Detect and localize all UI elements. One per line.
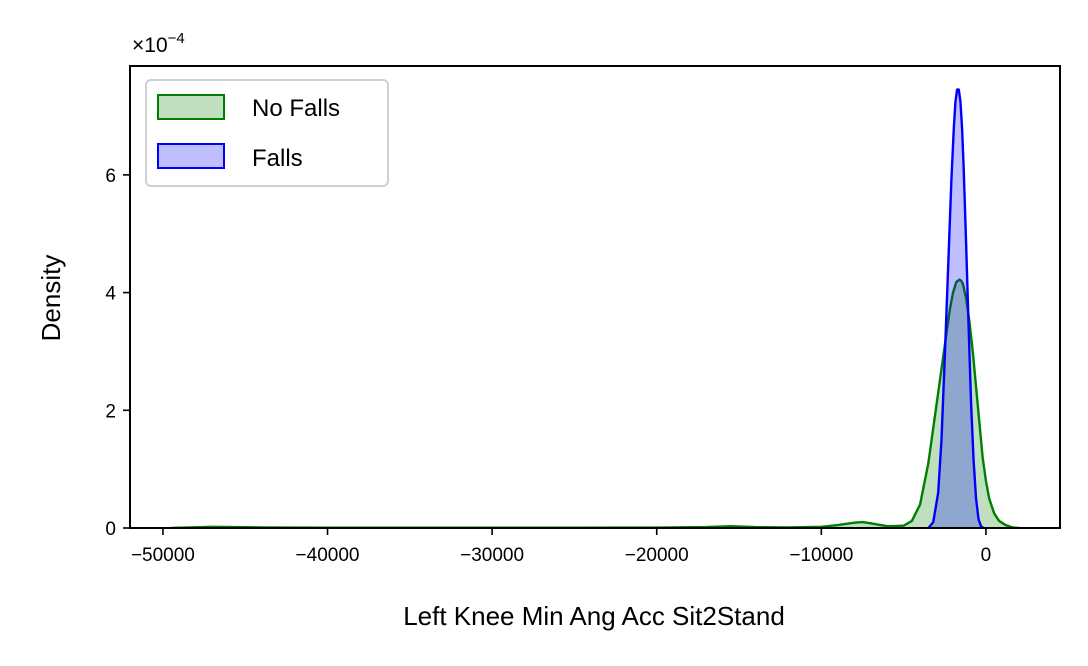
y-axis-multiplier: ×10−4 [132,30,185,57]
plot-frame [129,65,1061,529]
legend-label-falls: Falls [252,145,303,172]
x-tick-label: −40000 [296,545,360,566]
x-tick-label: −30000 [460,545,524,566]
x-tick-label: 0 [981,545,992,566]
y-axis-multiplier-exponent: −4 [168,30,185,47]
x-tick-label: −10000 [789,545,853,566]
x-tick-label: −20000 [625,545,689,566]
y-tick-label: 4 [105,284,116,305]
legend: No Falls Falls [145,79,389,187]
x-axis-label: Left Knee Min Ang Acc Sit2Stand [403,601,785,631]
series-area-1 [928,89,984,528]
x-tick-label: −50000 [131,545,195,566]
y-tick-label: 0 [105,519,116,540]
legend-swatch-falls [157,143,225,169]
legend-label-no-falls: No Falls [252,95,340,122]
x-axis: −50000 −40000 −30000 −20000 −10000 0 [131,528,991,566]
y-axis-label: Density [36,255,66,342]
y-tick-label: 2 [105,401,116,422]
legend-swatch-no-falls [157,94,225,120]
legend-box [145,79,389,187]
series-line-1 [927,88,985,528]
series-line-0 [171,278,1019,528]
series-area-0 [171,279,1019,528]
y-axis: 0 2 4 6 [105,166,130,540]
y-tick-label: 6 [105,166,116,187]
